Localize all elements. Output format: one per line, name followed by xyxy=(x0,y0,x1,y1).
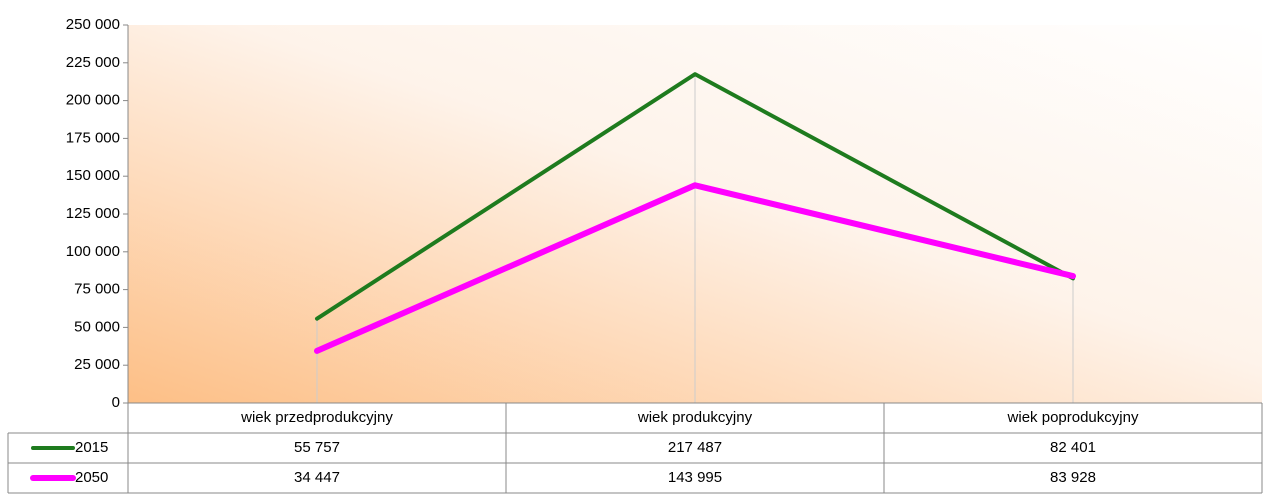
line-series xyxy=(314,182,1076,354)
y-tick-label: 200 000 xyxy=(66,92,120,109)
x-tick-label: wiek poprodukcyjny xyxy=(1007,409,1139,426)
table-value: 34 447 xyxy=(294,469,340,486)
y-tick-label: 25 000 xyxy=(74,356,120,373)
line-series xyxy=(315,72,1075,321)
table-value: 55 757 xyxy=(294,439,340,456)
legend-label: 2050 xyxy=(75,469,108,486)
y-tick-label: 50 000 xyxy=(74,318,120,335)
table-value: 83 928 xyxy=(1050,469,1096,486)
legend-label: 2015 xyxy=(75,439,108,456)
table-value: 143 995 xyxy=(668,469,722,486)
y-tick-label: 0 xyxy=(112,394,120,411)
y-tick-label: 100 000 xyxy=(66,243,120,260)
y-tick-label: 225 000 xyxy=(66,54,120,71)
table-value: 217 487 xyxy=(668,439,722,456)
table-value: 82 401 xyxy=(1050,439,1096,456)
x-tick-label: wiek produkcyjny xyxy=(637,409,753,426)
y-tick-label: 125 000 xyxy=(66,205,120,222)
x-tick-label: wiek przedprodukcyjny xyxy=(240,409,393,426)
y-tick-label: 150 000 xyxy=(66,167,120,184)
y-tick-label: 75 000 xyxy=(74,281,120,298)
y-tick-label: 250 000 xyxy=(66,16,120,33)
y-tick-label: 175 000 xyxy=(66,129,120,146)
